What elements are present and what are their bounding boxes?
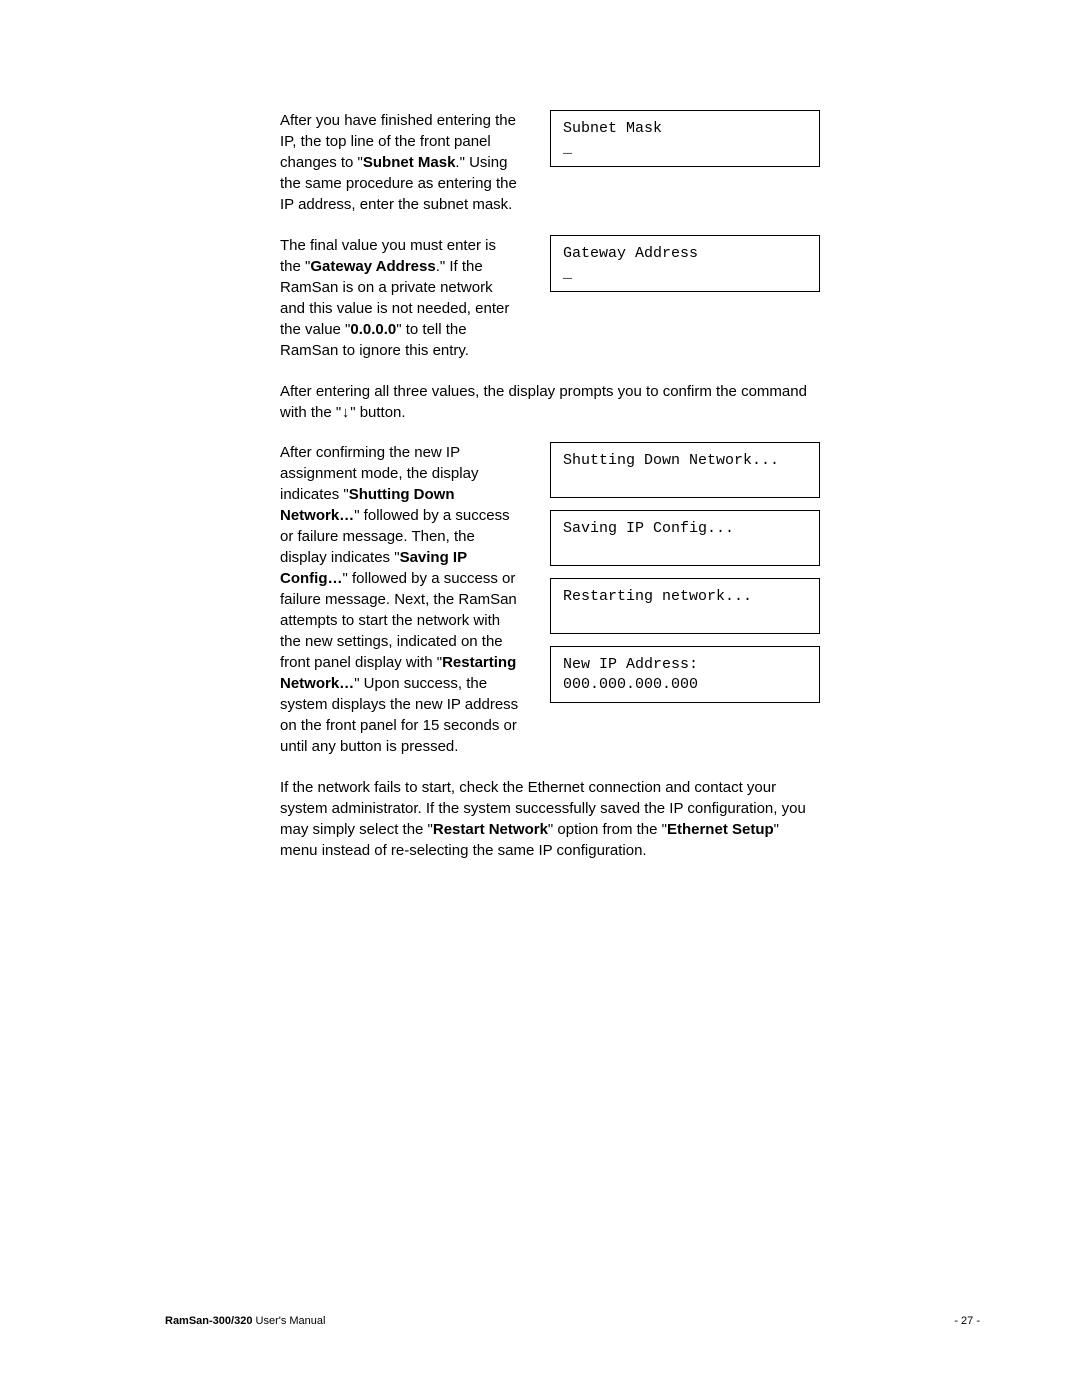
page-footer: RamSan-300/320 User's Manual - 27 -	[165, 1315, 980, 1327]
text-part: " option from the "	[548, 821, 667, 838]
footer-product: RamSan-300/320	[165, 1315, 252, 1327]
section-subnet-mask: After you have finished entering the IP,…	[280, 110, 980, 215]
section-confirm: After entering all three values, the dis…	[280, 381, 980, 424]
footer-page-number: - 27 -	[954, 1315, 980, 1327]
display-group: Shutting Down Network... Saving IP Confi…	[550, 442, 980, 703]
text-bold: Subnet Mask	[363, 154, 456, 171]
text-bold: 0.0.0.0	[350, 321, 396, 338]
display-column: Subnet Mask _	[550, 110, 980, 215]
display-shutting-down: Shutting Down Network...	[550, 442, 820, 498]
display-gateway: Gateway Address _	[550, 235, 820, 292]
display-column: Shutting Down Network... Saving IP Confi…	[550, 442, 980, 757]
text-bold: Gateway Address	[310, 258, 435, 275]
display-restarting: Restarting network...	[550, 578, 820, 634]
text-bold: Ethernet Setup	[667, 821, 774, 838]
text-network-fail: If the network fails to start, check the…	[280, 777, 810, 861]
text-confirm: After entering all three values, the dis…	[280, 381, 810, 424]
section-network-process: After confirming the new IP assignment m…	[280, 442, 980, 757]
footer-product-info: RamSan-300/320 User's Manual	[165, 1315, 325, 1327]
display-new-ip: New IP Address: 000.000.000.000	[550, 646, 820, 703]
text-bold: Restart Network	[433, 821, 548, 838]
text-gateway: The final value you must enter is the "G…	[280, 235, 520, 361]
display-column: Gateway Address _	[550, 235, 980, 361]
section-network-fail: If the network fails to start, check the…	[280, 777, 980, 861]
footer-manual: User's Manual	[252, 1315, 325, 1327]
arrow-down-icon: ↓	[341, 405, 350, 422]
display-saving-config: Saving IP Config...	[550, 510, 820, 566]
text-subnet-mask: After you have finished entering the IP,…	[280, 110, 520, 215]
section-gateway: The final value you must enter is the "G…	[280, 235, 980, 361]
display-subnet-mask: Subnet Mask _	[550, 110, 820, 167]
text-network-process: After confirming the new IP assignment m…	[280, 442, 520, 757]
text-part: " button.	[350, 404, 405, 421]
